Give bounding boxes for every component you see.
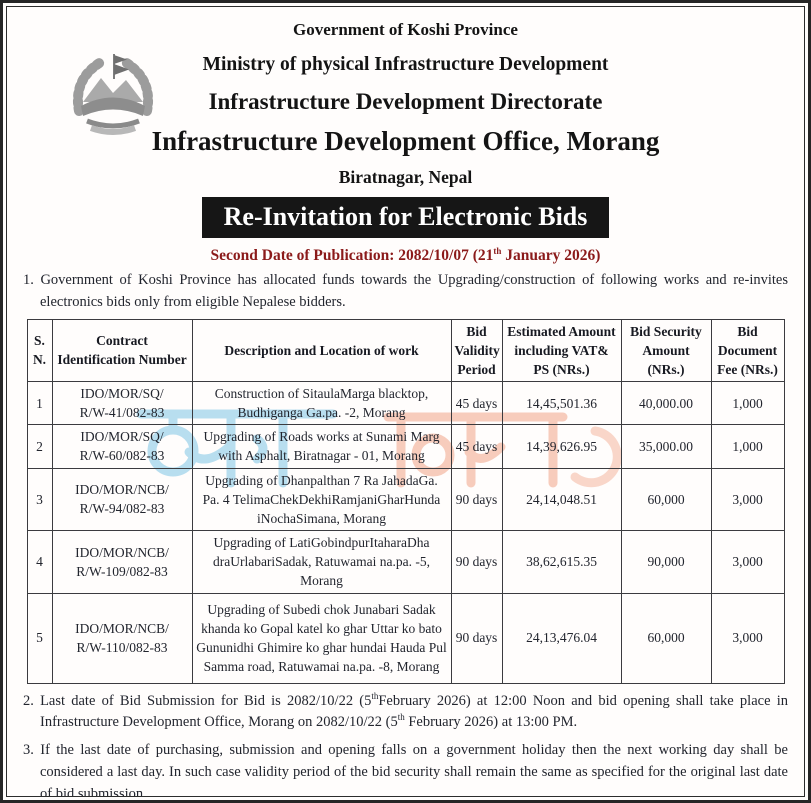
ordinal-superscript: th <box>397 712 405 723</box>
cell-description: Upgrading of LatiGobindpurItaharaDha dra… <box>191 530 452 594</box>
col-header-contract: Contract Identification Number <box>51 318 193 382</box>
nepal-emblem-icon <box>61 47 165 145</box>
cell-fee: 1,000 <box>710 424 785 469</box>
cell-description: Upgrading of Subedi chok Junabari Sadak … <box>191 592 452 684</box>
table-row: 3 IDO/MOR/NCB/ R/W-94/082-83 Upgrading o… <box>26 467 785 532</box>
document-frame: Government of Koshi Province Ministry of… <box>6 6 805 797</box>
cell-sn: 4 <box>26 530 53 594</box>
cell-validity: 45 days <box>450 424 503 469</box>
cell-security: 60,000 <box>620 592 712 684</box>
publication-date-rest: January 2026) <box>501 247 601 264</box>
cell-sn: 3 <box>26 467 53 532</box>
col-header-fee: Bid Document Fee (NRs.) <box>710 318 785 382</box>
org-line-city: Biratnagar, Nepal <box>338 167 473 187</box>
cell-validity: 90 days <box>450 530 503 594</box>
intro-paragraph: 1. Government of Koshi Province has allo… <box>23 272 788 310</box>
table-row: 2 IDO/MOR/SQ/ R/W-60/082-83 Upgrading of… <box>26 424 785 469</box>
cell-estimated: 38,62,615.35 <box>501 530 622 594</box>
cell-sn: 5 <box>26 592 53 684</box>
col-header-sn: S. N. <box>26 318 53 382</box>
org-line-province: Government of Koshi Province <box>293 20 518 39</box>
cell-validity: 90 days <box>450 592 503 684</box>
cell-contract: IDO/MOR/NCB/ R/W-109/082-83 <box>51 530 193 594</box>
table-zone: S. N. Contract Identification Number Des… <box>23 318 788 684</box>
table-row: 5 IDO/MOR/NCB/ R/W-110/082-83 Upgrading … <box>26 592 785 684</box>
org-line-directorate: Infrastructure Development Directorate <box>208 89 603 114</box>
cell-security: 35,000.00 <box>620 424 712 469</box>
col-header-validity: Bid Validity Period <box>450 318 503 382</box>
cell-contract: IDO/MOR/SQ/ R/W-41/082-83 <box>51 380 193 426</box>
org-line-office: Infrastructure Development Office, Moran… <box>151 126 660 156</box>
col-header-description: Description and Location of work <box>191 318 452 382</box>
col-header-security: Bid Security Amount (NRs.) <box>620 318 712 382</box>
cell-fee: 3,000 <box>710 467 785 532</box>
table-header-row: S. N. Contract Identification Number Des… <box>26 318 785 382</box>
cell-contract: IDO/MOR/NCB/ R/W-110/082-83 <box>51 592 193 684</box>
org-line-ministry: Ministry of physical Infrastructure Deve… <box>202 54 609 75</box>
cell-sn: 1 <box>26 380 53 426</box>
cell-sn: 2 <box>26 424 53 469</box>
cell-fee: 3,000 <box>710 592 785 684</box>
cell-validity: 45 days <box>450 380 503 426</box>
cell-security: 40,000.00 <box>620 380 712 426</box>
note-2-text: February 2026) at 12:00 Noon and bid ope… <box>40 692 788 731</box>
cell-fee: 1,000 <box>710 380 785 426</box>
note-2-text: February 2026) at 13:00 PM. <box>404 714 578 731</box>
cell-security: 90,000 <box>620 530 712 594</box>
table-row: 4 IDO/MOR/NCB/ R/W-109/082-83 Upgrading … <box>26 530 785 594</box>
cell-contract: IDO/MOR/NCB/ R/W-94/082-83 <box>51 467 193 532</box>
cell-contract: IDO/MOR/SQ/ R/W-60/082-83 <box>51 424 193 469</box>
note-3: 3. If the last date of purchasing, submi… <box>23 742 788 797</box>
cell-estimated: 14,39,626.95 <box>501 424 622 469</box>
ordinal-superscript: th <box>371 690 379 701</box>
publication-date-text: Second Date of Publication: 2082/10/07 (… <box>210 247 494 264</box>
publication-date-line: Second Date of Publication: 2082/10/07 (… <box>23 246 788 265</box>
notice-title-banner: Re-Invitation for Electronic Bids <box>201 197 610 238</box>
table-row: 1 IDO/MOR/SQ/ R/W-41/082-83 Construction… <box>26 380 785 426</box>
cell-security: 60,000 <box>620 467 712 532</box>
bid-table: S. N. Contract Identification Number Des… <box>26 318 785 684</box>
letterhead: Government of Koshi Province Ministry of… <box>23 19 788 265</box>
cell-estimated: 24,13,476.04 <box>501 592 622 684</box>
cell-description: Upgrading of Dhanpalthan 7 Ra JahadaGa. … <box>191 467 452 532</box>
cell-validity: 90 days <box>450 467 503 532</box>
cell-description: Upgrading of Roads works at Sunami Marg … <box>191 424 452 469</box>
col-header-estimated: Estimated Amount including VAT& PS (NRs.… <box>501 318 622 382</box>
cell-fee: 3,000 <box>710 530 785 594</box>
cell-description: Construction of SitaulaMarga blacktop, B… <box>191 380 452 426</box>
banner-row: Re-Invitation for Electronic Bids <box>23 197 788 238</box>
note-2-text: 2. Last date of Bid Submission for Bid i… <box>23 692 372 709</box>
note-2: 2. Last date of Bid Submission for Bid i… <box>23 691 788 735</box>
cell-estimated: 14,45,501.36 <box>501 380 622 426</box>
cell-estimated: 24,14,048.51 <box>501 467 622 532</box>
ordinal-superscript: th <box>493 245 502 256</box>
